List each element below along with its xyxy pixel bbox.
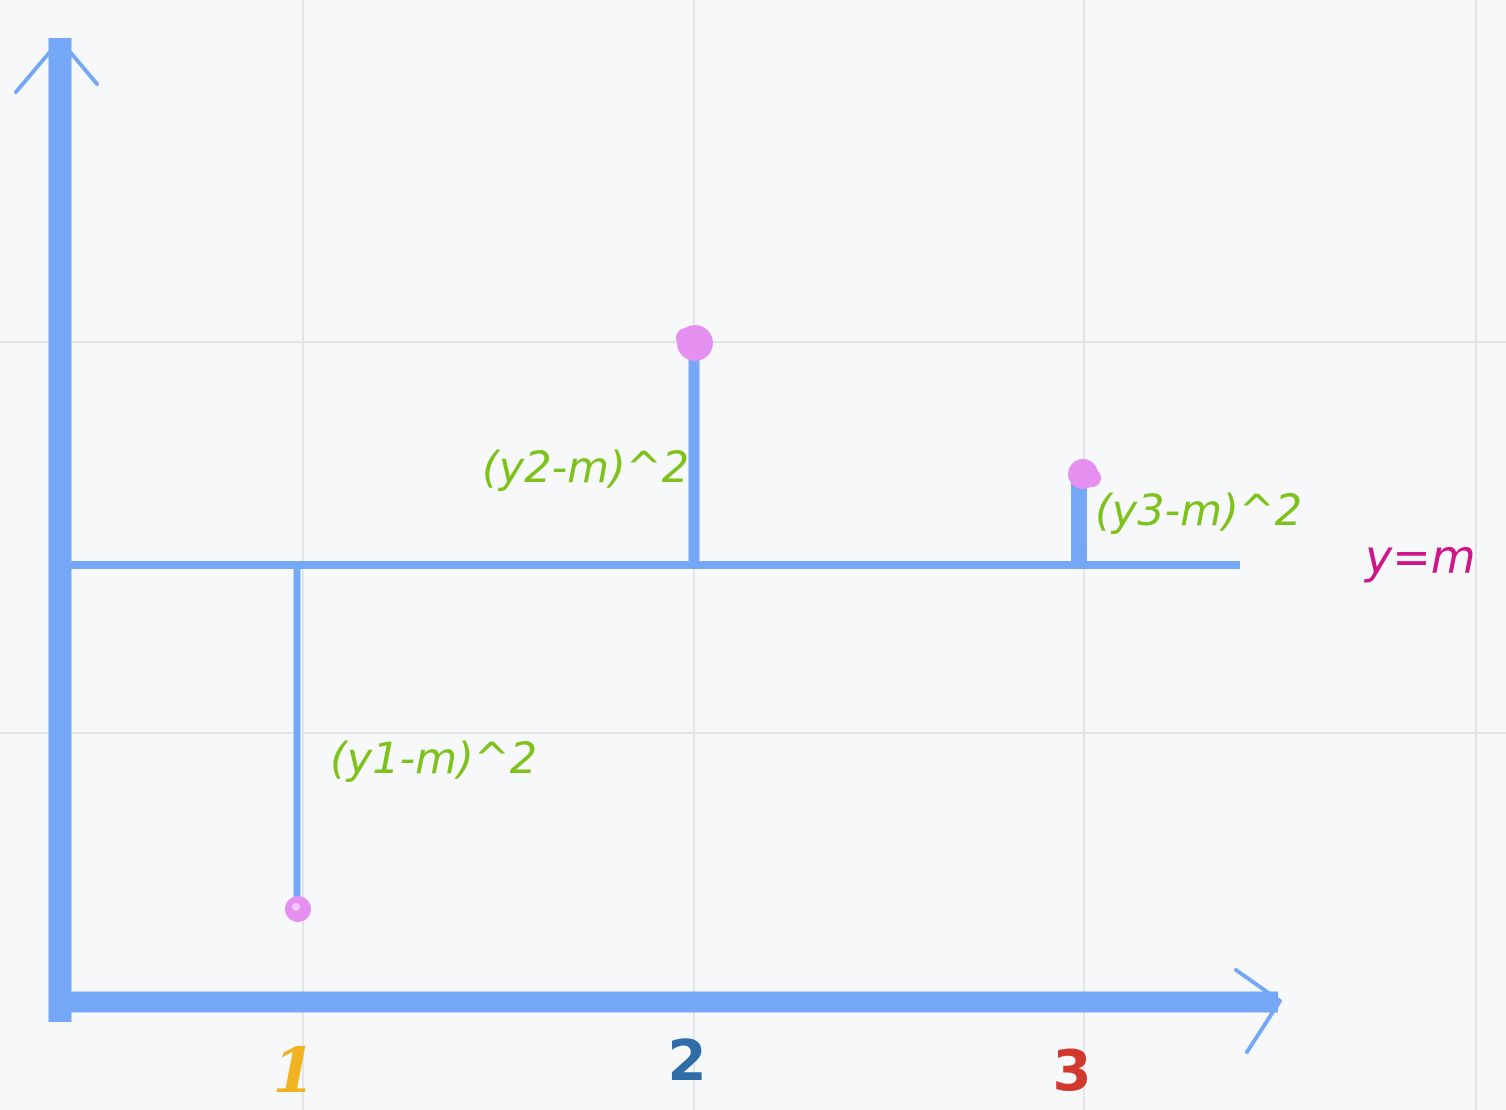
mean-line-label: y=m <box>1363 530 1476 584</box>
point-3-blob <box>1083 469 1101 487</box>
residual-label-3: (y3-m)^2 <box>1095 486 1302 536</box>
point-3 <box>1068 459 1101 489</box>
x-axis <box>60 968 1282 1054</box>
x-tick-label-1: 1 <box>272 1034 315 1107</box>
x-axis-arrowhead <box>1234 968 1282 1054</box>
y-axis <box>14 38 99 1022</box>
point-2-blob <box>676 328 696 348</box>
x-tick-label-2: 2 <box>668 1029 707 1094</box>
y-axis-arrowhead <box>14 38 99 94</box>
x-tick-label-3: 3 <box>1053 1039 1092 1104</box>
point-2 <box>676 325 713 361</box>
residual-label-1: (y1-m)^2 <box>330 734 537 784</box>
point-1 <box>285 896 311 922</box>
residual-label-2: (y2-m)^2 <box>482 443 689 493</box>
point-1-highlight <box>292 903 300 911</box>
